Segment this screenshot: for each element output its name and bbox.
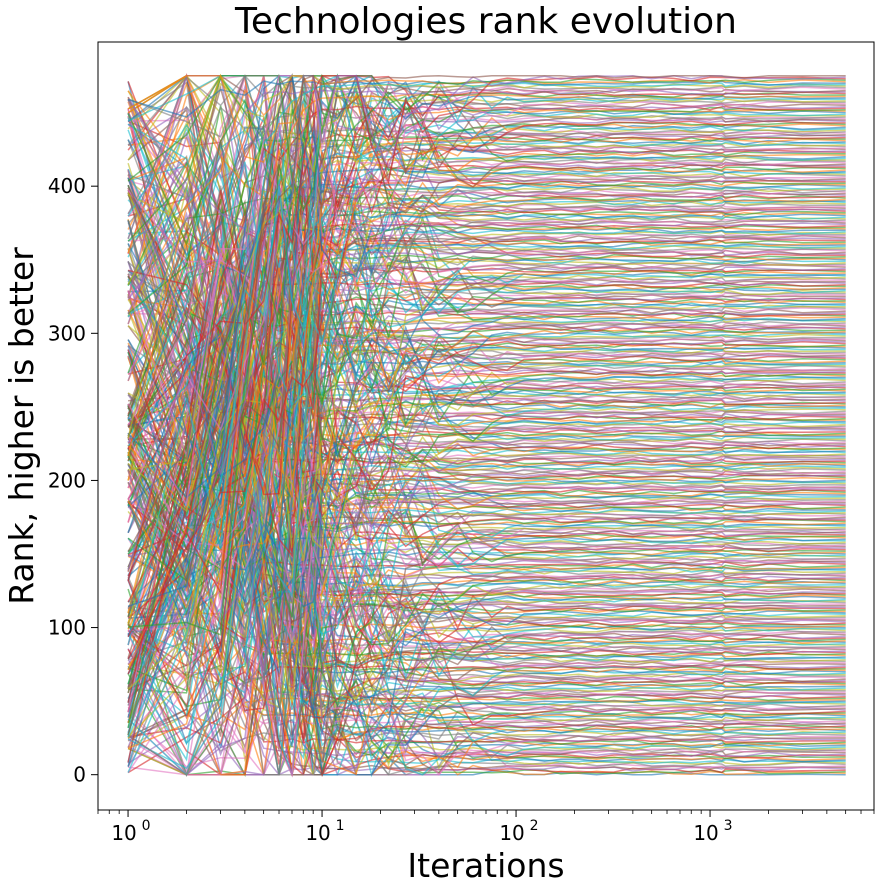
series-line <box>127 611 846 727</box>
series-line <box>127 75 846 164</box>
series-line <box>127 290 846 488</box>
y-axis-label: Rank, higher is better <box>2 247 41 605</box>
series-line <box>127 599 846 776</box>
y-tick-label: 300 <box>48 321 86 345</box>
chart-title: Technologies rank evolution <box>234 1 737 42</box>
series-line <box>127 185 846 570</box>
series-line <box>127 250 846 703</box>
y-tick-label: 400 <box>48 174 86 198</box>
x-tick-exponent: 2 <box>530 818 539 834</box>
series-line <box>127 181 846 706</box>
series-line <box>127 169 846 681</box>
series-line <box>127 74 846 499</box>
x-axis: 10 0 10 1 10 2 10 3 <box>97 810 875 845</box>
series-line <box>127 74 846 138</box>
series-line <box>127 290 846 711</box>
y-tick-label: 0 <box>73 763 86 787</box>
series-line <box>127 220 846 685</box>
series-line <box>127 74 846 163</box>
series-line <box>127 405 846 694</box>
series-line <box>127 81 846 254</box>
series-line <box>127 506 846 699</box>
series-line <box>127 75 846 638</box>
series-line <box>127 284 846 552</box>
series-line <box>127 217 846 453</box>
series-line <box>127 75 846 640</box>
series-line <box>127 192 846 462</box>
series-line <box>127 105 846 603</box>
x-tick-label: 10 <box>305 821 330 845</box>
series-line <box>127 73 846 315</box>
series-line <box>127 407 846 713</box>
x-tick-exponent: 3 <box>724 818 733 834</box>
series-line <box>127 626 846 776</box>
series-line <box>127 75 846 412</box>
series-line <box>127 90 846 660</box>
series-line <box>127 74 846 552</box>
y-axis: 0 100 200 300 400 <box>48 174 98 787</box>
series-line <box>127 74 846 646</box>
series-line <box>127 74 846 316</box>
series-line <box>127 177 846 685</box>
x-tick-exponent: 0 <box>142 818 151 834</box>
series-line <box>127 73 846 582</box>
series-line <box>127 452 846 776</box>
x-tick-label: 10 <box>111 821 136 845</box>
series-line <box>128 74 846 501</box>
y-tick-label: 100 <box>48 616 86 640</box>
series-line <box>127 283 846 646</box>
x-axis-label: Iterations <box>407 846 564 884</box>
x-tick-label: 10 <box>693 821 718 845</box>
series-line <box>127 373 846 700</box>
series-line <box>127 245 846 427</box>
series-line <box>127 75 846 459</box>
series-group <box>127 72 846 778</box>
series-line <box>127 434 846 738</box>
x-tick-exponent: 1 <box>336 818 345 834</box>
series-line <box>127 78 846 534</box>
series-line <box>127 357 846 709</box>
series-line <box>127 493 846 670</box>
series-line <box>127 74 846 285</box>
series-line <box>127 158 846 584</box>
x-tick-label: 10 <box>499 821 524 845</box>
series-line <box>127 226 846 777</box>
series-line <box>127 480 846 710</box>
series-line <box>127 167 846 653</box>
series-line <box>127 159 846 670</box>
series-line <box>127 75 846 736</box>
y-tick-label: 200 <box>48 468 86 492</box>
series-line <box>127 482 846 776</box>
series-line <box>127 127 846 760</box>
